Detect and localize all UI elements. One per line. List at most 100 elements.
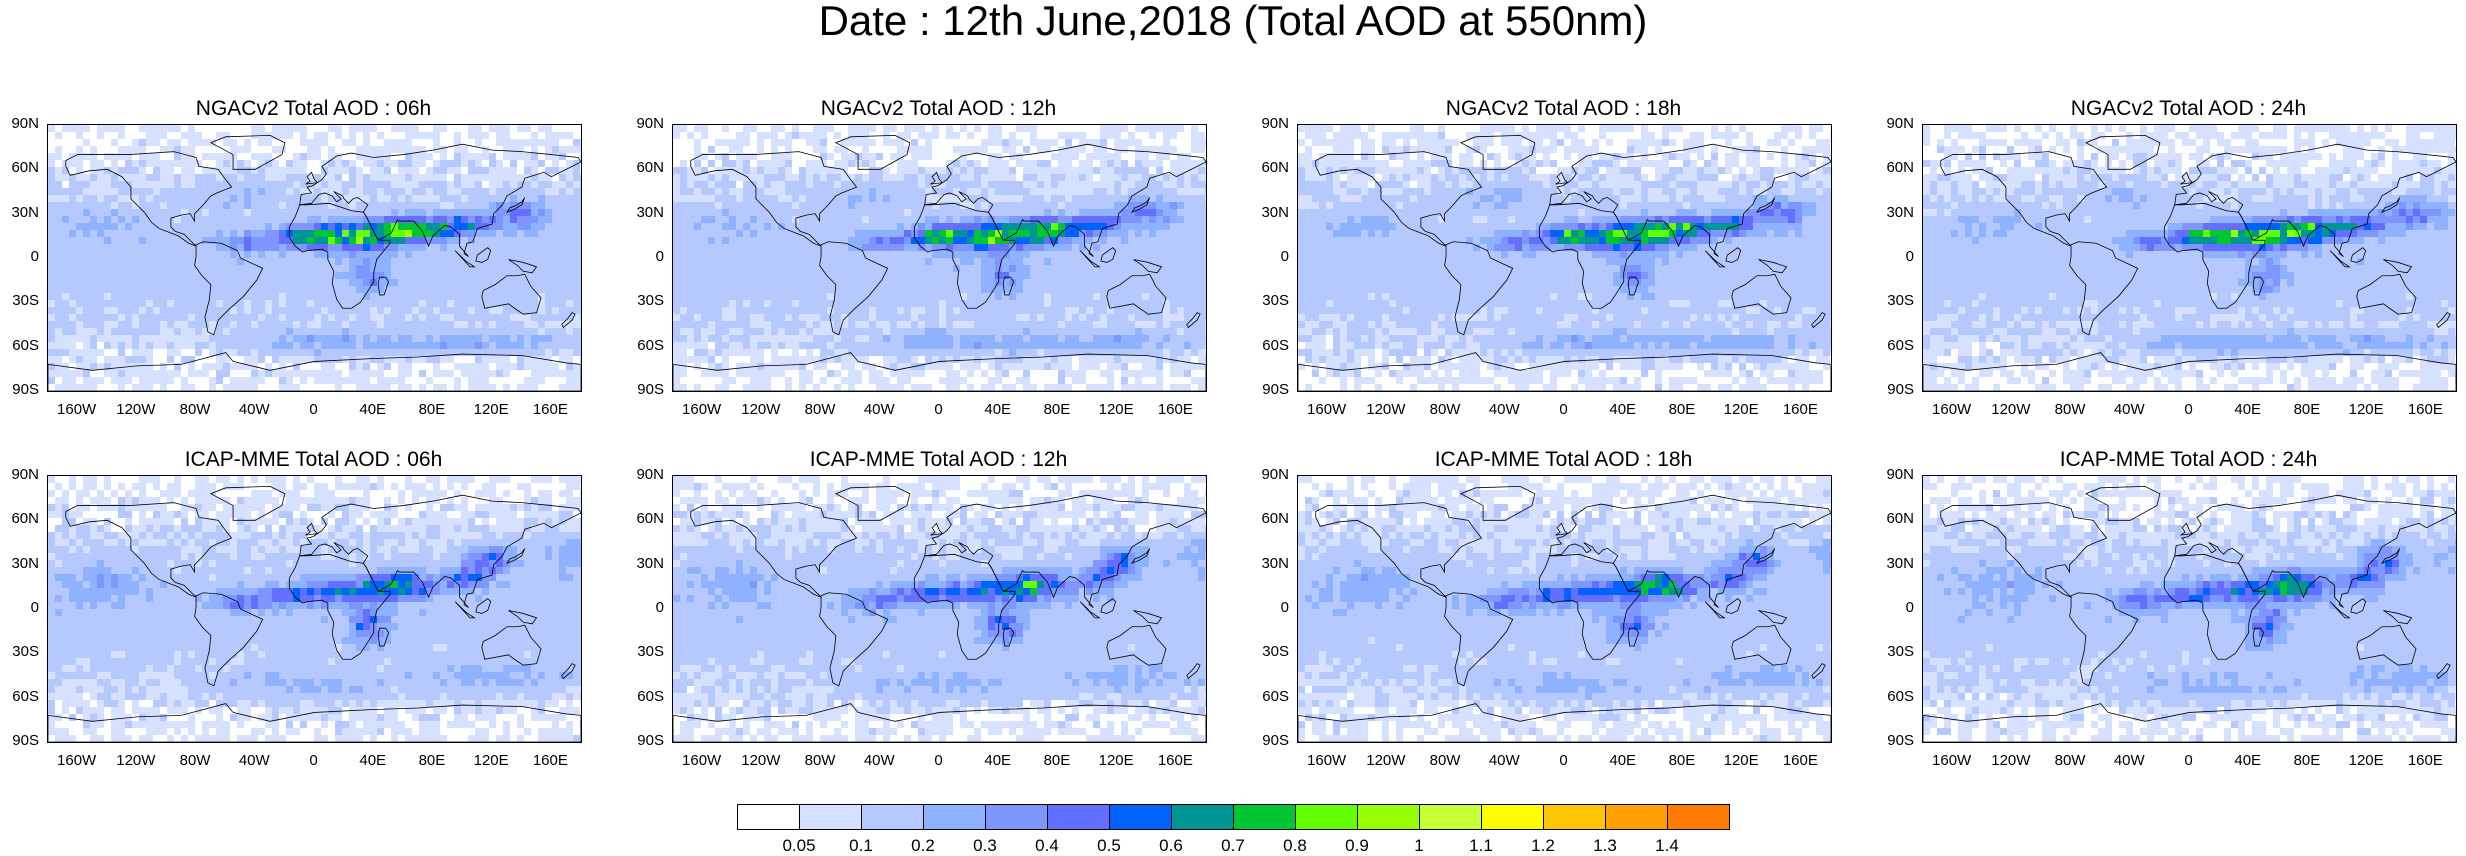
lat-tick-label: 30N xyxy=(630,556,664,572)
lon-tick-label: 80E xyxy=(1032,402,1082,418)
lat-tick-label: 60S xyxy=(5,338,39,354)
lon-tick-label: 40E xyxy=(2223,402,2273,418)
lat-tick-label: 0 xyxy=(1255,249,1289,265)
lon-tick-label: 80W xyxy=(170,753,220,769)
lon-tick-label: 160W xyxy=(1302,753,1352,769)
lat-tick-label: 90S xyxy=(1880,382,1914,398)
aod-cells xyxy=(1923,125,2456,391)
aod-field xyxy=(1923,125,2456,391)
colorbar-label: 0.6 xyxy=(1146,836,1196,856)
aod-cells xyxy=(673,476,1206,742)
colorbar-swatch xyxy=(861,804,924,830)
colorbar-label: 1.3 xyxy=(1580,836,1630,856)
colorbar-label: 0.5 xyxy=(1084,836,1134,856)
colorbar-swatch xyxy=(1419,804,1482,830)
lon-tick-label: 80E xyxy=(2282,753,2332,769)
lon-tick-label: 120W xyxy=(736,402,786,418)
lon-tick-label: 80E xyxy=(2282,402,2332,418)
colorbar-swatch xyxy=(985,804,1048,830)
colorbar-swatch xyxy=(1171,804,1234,830)
panel-title: ICAP-MME Total AOD : 24h xyxy=(1922,447,2455,473)
aod-field xyxy=(48,476,581,742)
lat-tick-label: 90S xyxy=(1880,733,1914,749)
lon-tick-label: 160E xyxy=(1150,753,1200,769)
lat-tick-label: 30S xyxy=(5,644,39,660)
figure-title: Date : 12th June,2018 (Total AOD at 550n… xyxy=(0,0,2466,46)
lon-tick-label: 80W xyxy=(2045,402,2095,418)
lat-tick-label: 60N xyxy=(630,511,664,527)
panel-title: ICAP-MME Total AOD : 06h xyxy=(47,447,580,473)
lat-tick-label: 0 xyxy=(5,600,39,616)
lon-tick-label: 80E xyxy=(407,753,457,769)
lon-tick-label: 40W xyxy=(2104,402,2154,418)
lon-tick-label: 120E xyxy=(1091,402,1141,418)
colorbar-swatch xyxy=(1667,804,1730,830)
lat-tick-label: 60S xyxy=(1880,689,1914,705)
lat-tick-label: 60N xyxy=(630,160,664,176)
colorbar-swatch xyxy=(1109,804,1172,830)
lon-tick-label: 0 xyxy=(914,402,964,418)
lat-tick-label: 30S xyxy=(1880,293,1914,309)
lon-tick-label: 160E xyxy=(2400,753,2450,769)
aod-field xyxy=(1298,125,1831,391)
colorbar-swatch xyxy=(799,804,862,830)
panel-title: NGACv2 Total AOD : 24h xyxy=(1922,96,2455,122)
aod-cells xyxy=(673,125,1206,391)
lon-tick-label: 120E xyxy=(1716,753,1766,769)
lon-tick-label: 40W xyxy=(229,402,279,418)
lat-tick-label: 60S xyxy=(630,689,664,705)
aod-cells xyxy=(48,125,581,391)
lon-tick-label: 0 xyxy=(914,753,964,769)
lat-tick-label: 90N xyxy=(630,467,664,483)
lat-tick-label: 90S xyxy=(1255,382,1289,398)
lat-tick-label: 30S xyxy=(630,644,664,660)
lat-tick-label: 0 xyxy=(1255,600,1289,616)
colorbar-label: 0.1 xyxy=(836,836,886,856)
lat-tick-label: 0 xyxy=(630,249,664,265)
lon-tick-label: 0 xyxy=(289,753,339,769)
colorbar-swatch xyxy=(737,804,800,830)
lon-tick-label: 0 xyxy=(2164,753,2214,769)
lat-tick-label: 60S xyxy=(630,338,664,354)
aod-map xyxy=(47,475,582,743)
aod-map xyxy=(1922,475,2457,743)
aod-field xyxy=(48,125,581,391)
aod-field xyxy=(673,476,1206,742)
lat-tick-label: 60N xyxy=(1255,160,1289,176)
lat-tick-label: 0 xyxy=(1880,249,1914,265)
lat-tick-label: 60N xyxy=(5,160,39,176)
aod-map xyxy=(1297,475,1832,743)
lon-tick-label: 40W xyxy=(854,753,904,769)
lat-tick-label: 30N xyxy=(1255,205,1289,221)
colorbar-label: 1.2 xyxy=(1518,836,1568,856)
panel-title: ICAP-MME Total AOD : 12h xyxy=(672,447,1205,473)
lat-tick-label: 30N xyxy=(1880,205,1914,221)
lat-tick-label: 30S xyxy=(630,293,664,309)
lon-tick-label: 120E xyxy=(466,402,516,418)
lon-tick-label: 120W xyxy=(736,753,786,769)
lat-tick-label: 30S xyxy=(5,293,39,309)
lon-tick-label: 160W xyxy=(52,753,102,769)
lon-tick-label: 0 xyxy=(1539,753,1589,769)
lat-tick-label: 60S xyxy=(1880,338,1914,354)
lon-tick-label: 120W xyxy=(1361,753,1411,769)
lon-tick-label: 40E xyxy=(973,402,1023,418)
lat-tick-label: 90N xyxy=(630,116,664,132)
lon-tick-label: 120W xyxy=(1986,753,2036,769)
lat-tick-label: 60S xyxy=(1255,689,1289,705)
aod-field xyxy=(1923,476,2456,742)
lon-tick-label: 0 xyxy=(1539,402,1589,418)
lat-tick-label: 30N xyxy=(1880,556,1914,572)
lon-tick-label: 80E xyxy=(407,402,457,418)
lon-tick-label: 40W xyxy=(1479,753,1529,769)
lat-tick-label: 90N xyxy=(1880,467,1914,483)
lat-tick-label: 30N xyxy=(5,556,39,572)
colorbar-swatch xyxy=(1543,804,1606,830)
aod-field xyxy=(673,125,1206,391)
lat-tick-label: 0 xyxy=(1880,600,1914,616)
lon-tick-label: 40W xyxy=(229,753,279,769)
lon-tick-label: 160W xyxy=(1302,402,1352,418)
lon-tick-label: 160W xyxy=(1927,753,1977,769)
colorbar-swatch xyxy=(923,804,986,830)
panel-title: NGACv2 Total AOD : 12h xyxy=(672,96,1205,122)
